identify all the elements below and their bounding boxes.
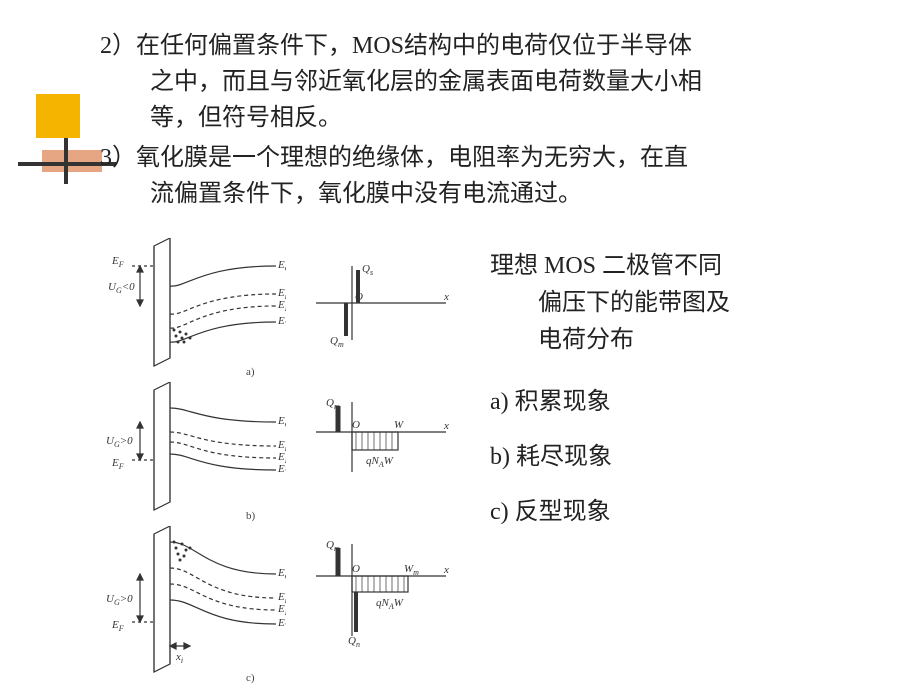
para-3-line1: 3）氧化膜是一个理想的绝缘体，电阻率为无穷大，在直 (100, 140, 860, 176)
svg-text:EV: EV (277, 617, 286, 631)
svg-text:EC: EC (277, 415, 286, 429)
para-2-line1: 2）在任何偏置条件下，MOS结构中的电荷仅位于半导体 (100, 28, 860, 64)
band-diagram-b: UG>0 EF EC Ei EF EV (106, 382, 286, 512)
svg-text:EV: EV (277, 315, 286, 329)
para-2-line2: 之中，而且与邻近氧化层的金属表面电荷数量大小相 (150, 64, 860, 100)
diagram-column: EF UG<0 EC Ei EF EV Qs Qm O x a) (106, 238, 456, 686)
list-item-a: a) 积累现象 (490, 384, 890, 421)
svg-text:O: O (352, 563, 360, 575)
svg-text:EC: EC (277, 567, 286, 581)
svg-text:W: W (394, 419, 404, 431)
right-title-line2: 偏压下的能带图及 (490, 285, 890, 322)
svg-text:Qn: Qn (348, 635, 360, 649)
svg-text:O: O (355, 291, 363, 303)
row-label-c: c) (246, 672, 255, 684)
svg-text:x: x (443, 420, 449, 432)
svg-text:EF: EF (111, 457, 124, 471)
svg-text:qNAW: qNAW (366, 455, 394, 469)
charge-diagram-b: Qm O W x qNAW (316, 392, 456, 502)
svg-text:x: x (443, 564, 449, 576)
row-label-b: b) (246, 510, 255, 522)
svg-text:EF: EF (111, 255, 124, 269)
list-item-b: b) 耗尽现象 (490, 439, 890, 476)
decor-salmon-rect (42, 150, 102, 172)
right-title-line1: 理想 MOS 二极管不同 (490, 248, 890, 285)
diagram-row-b: UG>0 EF EC Ei EF EV Qm (106, 382, 456, 526)
decor-yellow-square (36, 94, 80, 138)
svg-text:UG>0: UG>0 (106, 593, 133, 607)
svg-text:Qm: Qm (326, 539, 340, 553)
charge-diagram-c: Qm O Wm x qNAW Qn (316, 536, 456, 666)
svg-text:Qm: Qm (326, 397, 340, 411)
para-2-line3: 等，但符号相反。 (150, 100, 860, 136)
svg-text:Qm: Qm (330, 335, 344, 349)
list-item-c: c) 反型现象 (490, 494, 890, 531)
svg-text:EC: EC (277, 259, 286, 273)
diagram-row-a: EF UG<0 EC Ei EF EV Qs Qm O x a) (106, 238, 456, 382)
band-diagram-c: UG>0 EF EC Ei EF EV xi (106, 526, 286, 674)
svg-text:O: O (352, 419, 360, 431)
svg-text:UG<0: UG<0 (108, 281, 135, 295)
diagram-row-c: UG>0 EF EC Ei EF EV xi (106, 526, 456, 686)
svg-text:UG>0: UG>0 (106, 435, 133, 449)
svg-text:EF: EF (277, 603, 286, 617)
band-diagram-a: EF UG<0 EC Ei EF EV (106, 238, 286, 368)
svg-text:EF: EF (277, 299, 286, 313)
svg-text:EF: EF (111, 619, 124, 633)
charge-diagram-a: Qs Qm O x (316, 248, 456, 358)
para-3-line2: 流偏置条件下，氧化膜中没有电流通过。 (150, 176, 860, 212)
decor-vertical-line (64, 138, 68, 184)
svg-text:Qs: Qs (362, 263, 373, 277)
right-column: 理想 MOS 二极管不同 偏压下的能带图及 电荷分布 a) 积累现象 b) 耗尽… (490, 248, 890, 531)
svg-text:xi: xi (175, 651, 183, 665)
right-title-line3: 电荷分布 (490, 322, 890, 359)
svg-text:Wm: Wm (404, 563, 419, 577)
svg-text:EV: EV (277, 463, 286, 477)
svg-text:qNAW: qNAW (376, 597, 404, 611)
row-label-a: a) (246, 366, 255, 378)
svg-text:x: x (443, 291, 449, 303)
